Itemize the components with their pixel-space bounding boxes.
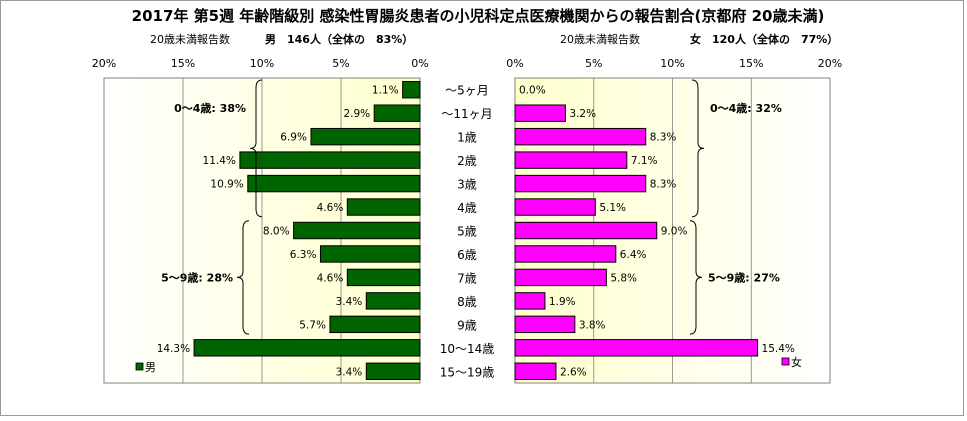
female-bar: [514, 339, 759, 357]
female-data-label: 15.4%: [762, 343, 795, 355]
female-data-label: 9.0%: [661, 226, 688, 238]
male-data-label: 14.3%: [157, 343, 190, 355]
female-legend-swatch: [781, 357, 790, 366]
female-data-label: 1.9%: [549, 296, 576, 308]
male-data-label: 4.6%: [317, 272, 344, 284]
female-bar: [514, 315, 576, 334]
male-group-brace: [249, 79, 263, 218]
female-group-brace: [689, 220, 703, 335]
female-subtitle-right: 女 120人（全体の 77%）: [690, 32, 838, 46]
female-bar: [514, 245, 617, 263]
chart-title: 2017年 第5週 年齢階級別 感染性胃腸炎患者の小児科定点医療機関からの報告割…: [132, 7, 825, 25]
male-bar: [319, 245, 421, 263]
male-tick-label: 15%: [171, 57, 195, 70]
male-tick-label: 10%: [250, 57, 274, 70]
female-data-label: 5.8%: [610, 272, 637, 284]
female-bar: [514, 104, 566, 122]
male-data-label: 6.3%: [290, 249, 317, 261]
male-bar: [346, 198, 421, 216]
male-tick-label: 5%: [332, 57, 349, 70]
category-label: 〜11ヶ月: [441, 107, 492, 121]
category-label: 5歳: [457, 225, 477, 239]
category-label: 1歳: [457, 131, 477, 145]
category-label: 6歳: [457, 248, 477, 262]
male-data-label: 8.0%: [263, 226, 290, 238]
left-chart: 0% 5% 10% 15% 20% 20歳未満報告数 男 146人（全体の 83%） 1.1%…: [92, 32, 429, 384]
male-bar: [310, 127, 421, 146]
category-label: 3歳: [457, 178, 477, 192]
male-subtitle-right: 男 146人（全体の 83%）: [265, 32, 413, 46]
male-bar: [247, 174, 421, 193]
male-group-brace: [236, 220, 250, 335]
female-bar: [514, 151, 628, 169]
male-bar: [365, 362, 421, 380]
female-bar: [514, 268, 607, 287]
male-bar: [193, 339, 421, 357]
female-data-label: 3.8%: [579, 319, 606, 331]
female-data-label: 0.0%: [519, 85, 546, 97]
male-data-label: 2.9%: [343, 108, 370, 120]
female-subtitle-left: 20歳未満報告数: [560, 33, 640, 46]
male-group-label: 5〜9歳: 28%: [161, 270, 233, 284]
male-tick-label: 20%: [92, 57, 116, 70]
male-bar: [239, 151, 421, 169]
female-tick-label: 5%: [585, 57, 602, 70]
female-tick-label: 20%: [818, 57, 842, 70]
female-data-label: 5.1%: [599, 202, 626, 214]
male-data-label: 3.4%: [336, 296, 363, 308]
male-tick-label: 0%: [411, 57, 428, 70]
male-group-label: 0〜4歳: 38%: [174, 101, 246, 115]
female-tick-label: 0%: [506, 57, 523, 70]
right-chart: 0% 5% 10% 15% 20% 20歳未満報告数 女 120人（全体の 77%） 0.0%…: [506, 32, 842, 384]
female-bar: [514, 174, 647, 193]
female-group-label: 5〜9歳: 27%: [708, 270, 780, 284]
category-labels: 〜5ヶ月〜11ヶ月 1歳 2歳 3歳 4歳 5歳 6歳 7歳 8歳 9歳 10〜14歳 15〜19歳: [440, 84, 495, 380]
female-data-label: 6.4%: [620, 249, 647, 261]
category-label: 10〜14歳: [440, 342, 495, 356]
male-bar: [293, 221, 421, 240]
male-data-label: 10.9%: [210, 179, 243, 191]
male-data-label: 5.7%: [299, 319, 326, 331]
female-tick-label: 10%: [660, 57, 684, 70]
female-data-label: 2.6%: [560, 366, 587, 378]
male-bar: [346, 268, 421, 287]
category-label: 〜5ヶ月: [445, 84, 489, 98]
male-data-label: 4.6%: [317, 202, 344, 214]
male-data-label: 6.9%: [280, 132, 307, 144]
category-label: 7歳: [457, 271, 477, 285]
male-data-label: 11.4%: [203, 155, 236, 167]
female-bar: [514, 292, 546, 310]
category-label: 15〜19歳: [440, 365, 495, 379]
category-label: 2歳: [457, 154, 477, 168]
female-data-label: 8.3%: [650, 179, 677, 191]
female-legend-label: 女: [791, 355, 802, 369]
male-bar: [373, 104, 421, 122]
male-legend-swatch: [135, 362, 144, 371]
female-data-label: 3.2%: [569, 108, 596, 120]
male-data-label: 3.4%: [336, 366, 363, 378]
male-bar: [365, 292, 421, 310]
male-bar: [329, 315, 421, 334]
category-label: 8歳: [457, 295, 477, 309]
category-label: 4歳: [457, 201, 477, 215]
female-data-label: 7.1%: [631, 155, 658, 167]
female-group-brace: [691, 79, 705, 218]
female-bar: [514, 221, 658, 240]
female-group-label: 0〜4歳: 32%: [710, 101, 782, 115]
male-legend-label: 男: [145, 361, 156, 374]
female-bar: [514, 127, 647, 146]
female-data-label: 8.3%: [650, 132, 677, 144]
female-bar: [514, 198, 596, 216]
female-tick-label: 15%: [739, 57, 763, 70]
male-subtitle-left: 20歳未満報告数: [150, 33, 230, 46]
female-bar: [514, 362, 557, 380]
male-bar: [402, 81, 421, 99]
category-label: 9歳: [457, 318, 477, 332]
male-data-label: 1.1%: [372, 85, 399, 97]
